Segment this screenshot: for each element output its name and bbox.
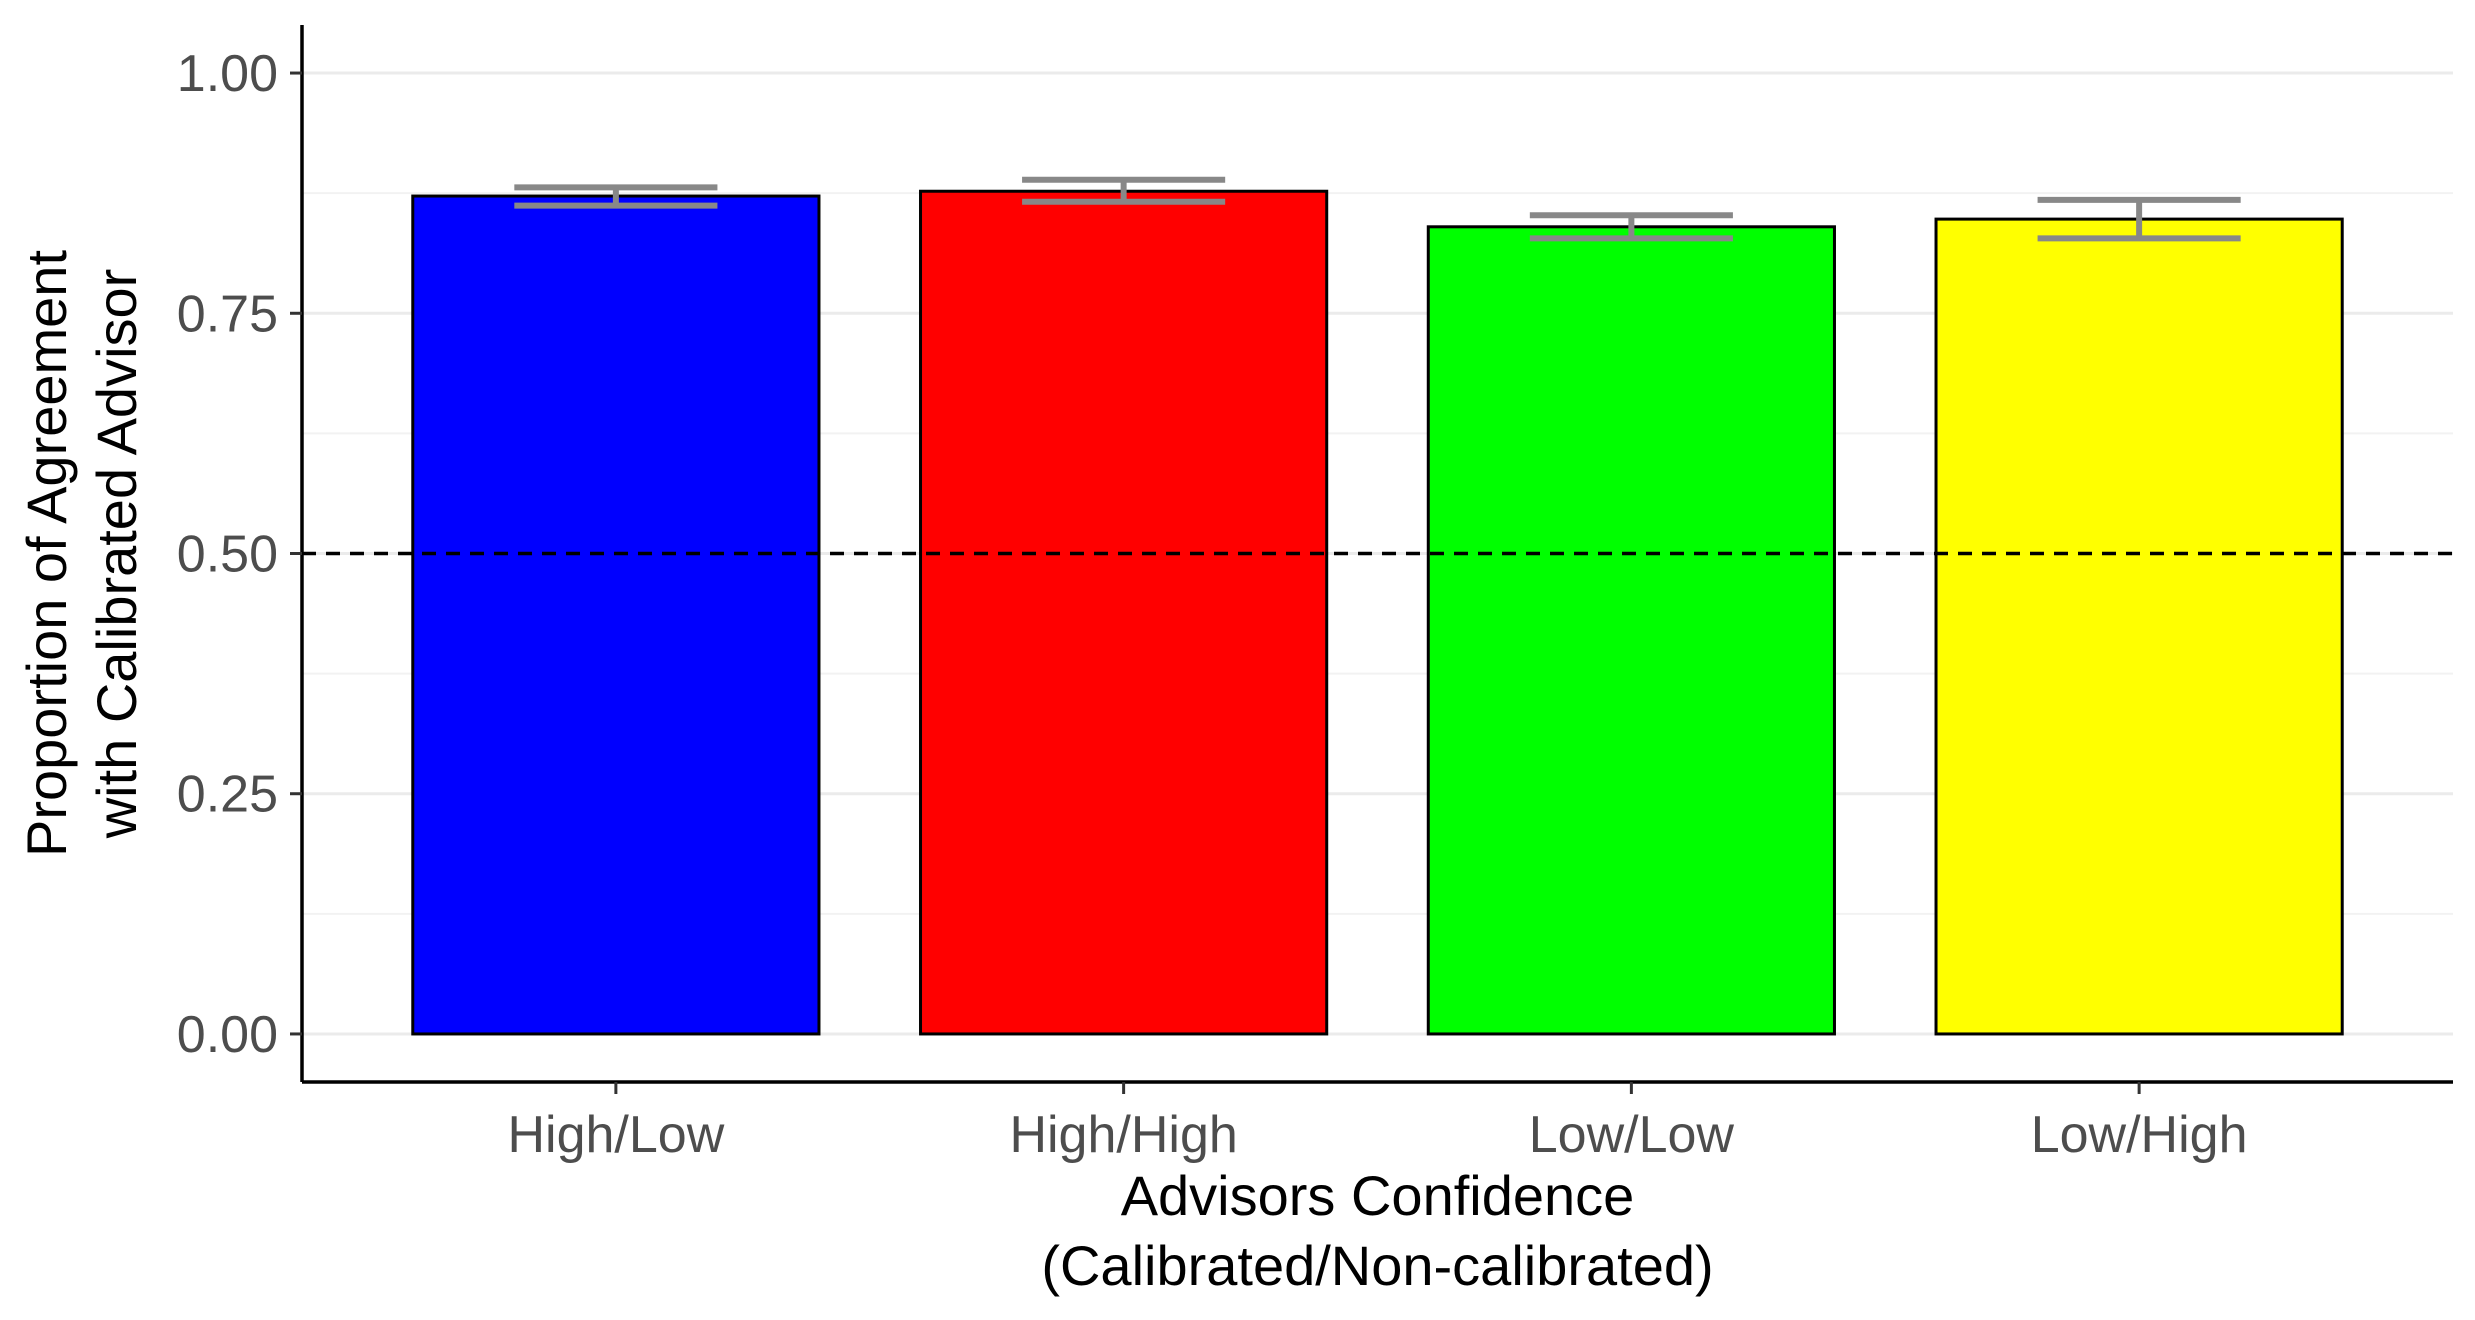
x-tick-label: Low/High bbox=[2031, 1106, 2248, 1164]
y-tick-label: 0.25 bbox=[177, 766, 278, 824]
y-axis-title-line-2: with Calibrated Advisor bbox=[85, 269, 148, 840]
x-tick-label: High/High bbox=[1009, 1106, 1237, 1164]
x-axis-title-line-2: (Calibrated/Non-calibrated) bbox=[1041, 1234, 1713, 1297]
error-bar bbox=[1529, 212, 1733, 242]
y-tick-label: 0.50 bbox=[177, 526, 278, 584]
y-tick-label: 0.75 bbox=[177, 285, 278, 343]
y-tick-label: 0.00 bbox=[177, 1006, 278, 1064]
axes bbox=[290, 25, 2453, 1094]
y-tick-labels: 0.00 0.25 0.50 0.75 1.00 bbox=[177, 45, 278, 1064]
x-tick-label: Low/Low bbox=[1529, 1106, 1735, 1164]
bar-low-high bbox=[1934, 217, 2344, 1036]
error-bar bbox=[514, 184, 718, 209]
error-bar bbox=[1022, 176, 1226, 205]
error-bars bbox=[514, 176, 2241, 242]
bar-high-high bbox=[919, 189, 1329, 1036]
bar-low-low bbox=[1426, 225, 1836, 1036]
x-axis-title-line-1: Advisors Confidence bbox=[1121, 1164, 1635, 1227]
bars bbox=[411, 189, 2344, 1036]
error-bar bbox=[2037, 196, 2241, 242]
x-tick-labels: High/Low High/High Low/Low Low/High bbox=[507, 1106, 2247, 1164]
y-axis-title-line-1: Proportion of Agreement bbox=[15, 250, 78, 857]
x-tick-label: High/Low bbox=[507, 1106, 724, 1164]
y-tick-label: 1.00 bbox=[177, 45, 278, 103]
bar-high-low bbox=[411, 194, 821, 1036]
